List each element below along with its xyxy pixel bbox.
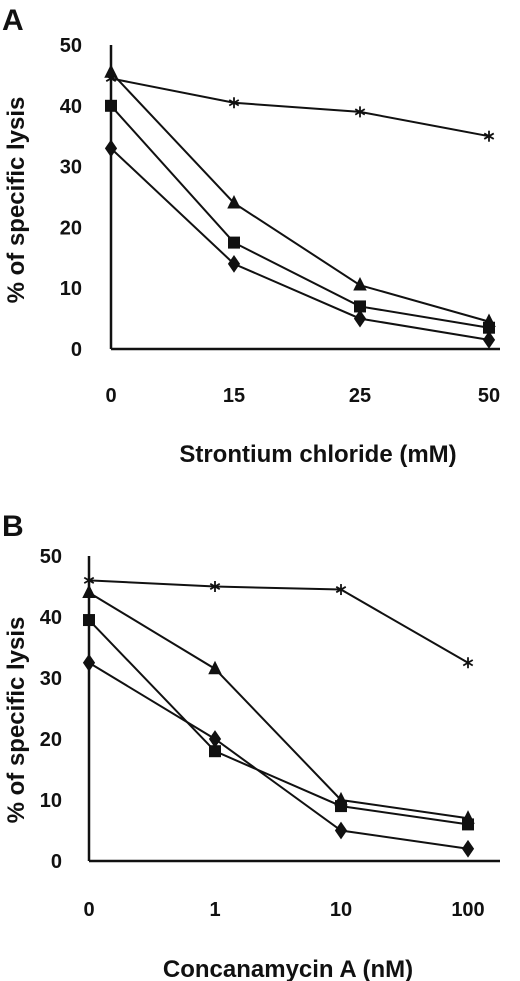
- y-tick-label: 0: [51, 851, 62, 873]
- series-line-square: [88, 619, 469, 826]
- point-star: [228, 97, 240, 109]
- y-tick-label: 50: [60, 35, 82, 57]
- y-tick-label: 10: [60, 278, 82, 300]
- x-tick-label: 100: [451, 899, 484, 921]
- panel-b-x-axis-title: Concanamycin A (nM): [163, 956, 413, 981]
- point-square: [462, 818, 474, 831]
- series-line-triangle: [88, 591, 469, 820]
- series-line-triangle: [110, 71, 490, 323]
- point-star: [354, 106, 366, 118]
- point-star: [335, 584, 347, 596]
- point-diamond: [482, 330, 496, 349]
- y-tick-label: 0: [71, 339, 82, 361]
- y-tick-label: 20: [40, 729, 62, 751]
- point-diamond: [461, 839, 475, 858]
- y-tick-label: 10: [40, 790, 62, 812]
- y-tick-label: 40: [60, 96, 82, 118]
- point-diamond: [104, 139, 118, 158]
- point-square: [335, 800, 347, 813]
- x-tick-label: 25: [349, 385, 371, 407]
- panel-a-y-ticks: 0 10 20 30 40 50: [60, 35, 82, 361]
- point-triangle: [227, 194, 241, 209]
- point-star: [483, 130, 495, 142]
- point-triangle: [353, 277, 367, 291]
- point-square: [105, 99, 117, 112]
- point-diamond: [227, 254, 241, 273]
- panel-a: A 0 10 20 30 40 50 0 15 25 50 % of specific lysi…: [2, 4, 500, 468]
- panel-b-series: [82, 574, 475, 858]
- y-tick-label: 30: [60, 157, 82, 179]
- panel-a-x-ticks: 0 15 25 50: [105, 385, 500, 407]
- y-tick-label: 30: [40, 668, 62, 690]
- series-line-star: [110, 77, 490, 138]
- y-tick-label: 50: [40, 546, 62, 568]
- point-star: [462, 657, 474, 669]
- panel-a-y-axis-title: % of specific lysis: [3, 97, 30, 304]
- point-triangle: [208, 660, 222, 675]
- point-diamond: [82, 653, 96, 672]
- series-line-diamond: [88, 661, 469, 850]
- y-tick-label: 40: [40, 607, 62, 629]
- x-tick-label: 15: [223, 385, 245, 407]
- point-star: [83, 574, 95, 586]
- panel-b: B 0 10 20 30 40 50 0 1 10 100 % of specific lysi…: [2, 510, 500, 981]
- point-square: [83, 614, 95, 627]
- point-square: [228, 236, 240, 249]
- series-line-diamond: [110, 147, 490, 341]
- panel-b-y-axis-title: % of specific lysis: [3, 617, 30, 824]
- y-tick-label: 20: [60, 217, 82, 239]
- point-triangle: [104, 64, 118, 78]
- x-tick-label: 10: [330, 899, 352, 921]
- point-diamond: [353, 309, 367, 328]
- panel-b-label: B: [2, 510, 24, 543]
- point-diamond: [334, 821, 348, 840]
- panel-b-y-ticks: 0 10 20 30 40 50: [40, 546, 62, 873]
- series-line-star: [88, 579, 469, 664]
- x-tick-label: 0: [105, 385, 116, 407]
- panel-a-x-axis-title: Strontium chloride (mM): [179, 441, 456, 468]
- x-tick-label: 1: [209, 899, 220, 921]
- point-diamond: [208, 730, 222, 748]
- panel-a-series: [104, 64, 496, 349]
- point-star: [209, 581, 221, 592]
- panel-a-label: A: [2, 4, 24, 37]
- panel-b-x-ticks: 0 1 10 100: [83, 899, 484, 921]
- x-tick-label: 0: [83, 899, 94, 921]
- x-tick-label: 50: [478, 385, 500, 407]
- point-triangle: [82, 584, 96, 598]
- series-line-square: [110, 105, 490, 329]
